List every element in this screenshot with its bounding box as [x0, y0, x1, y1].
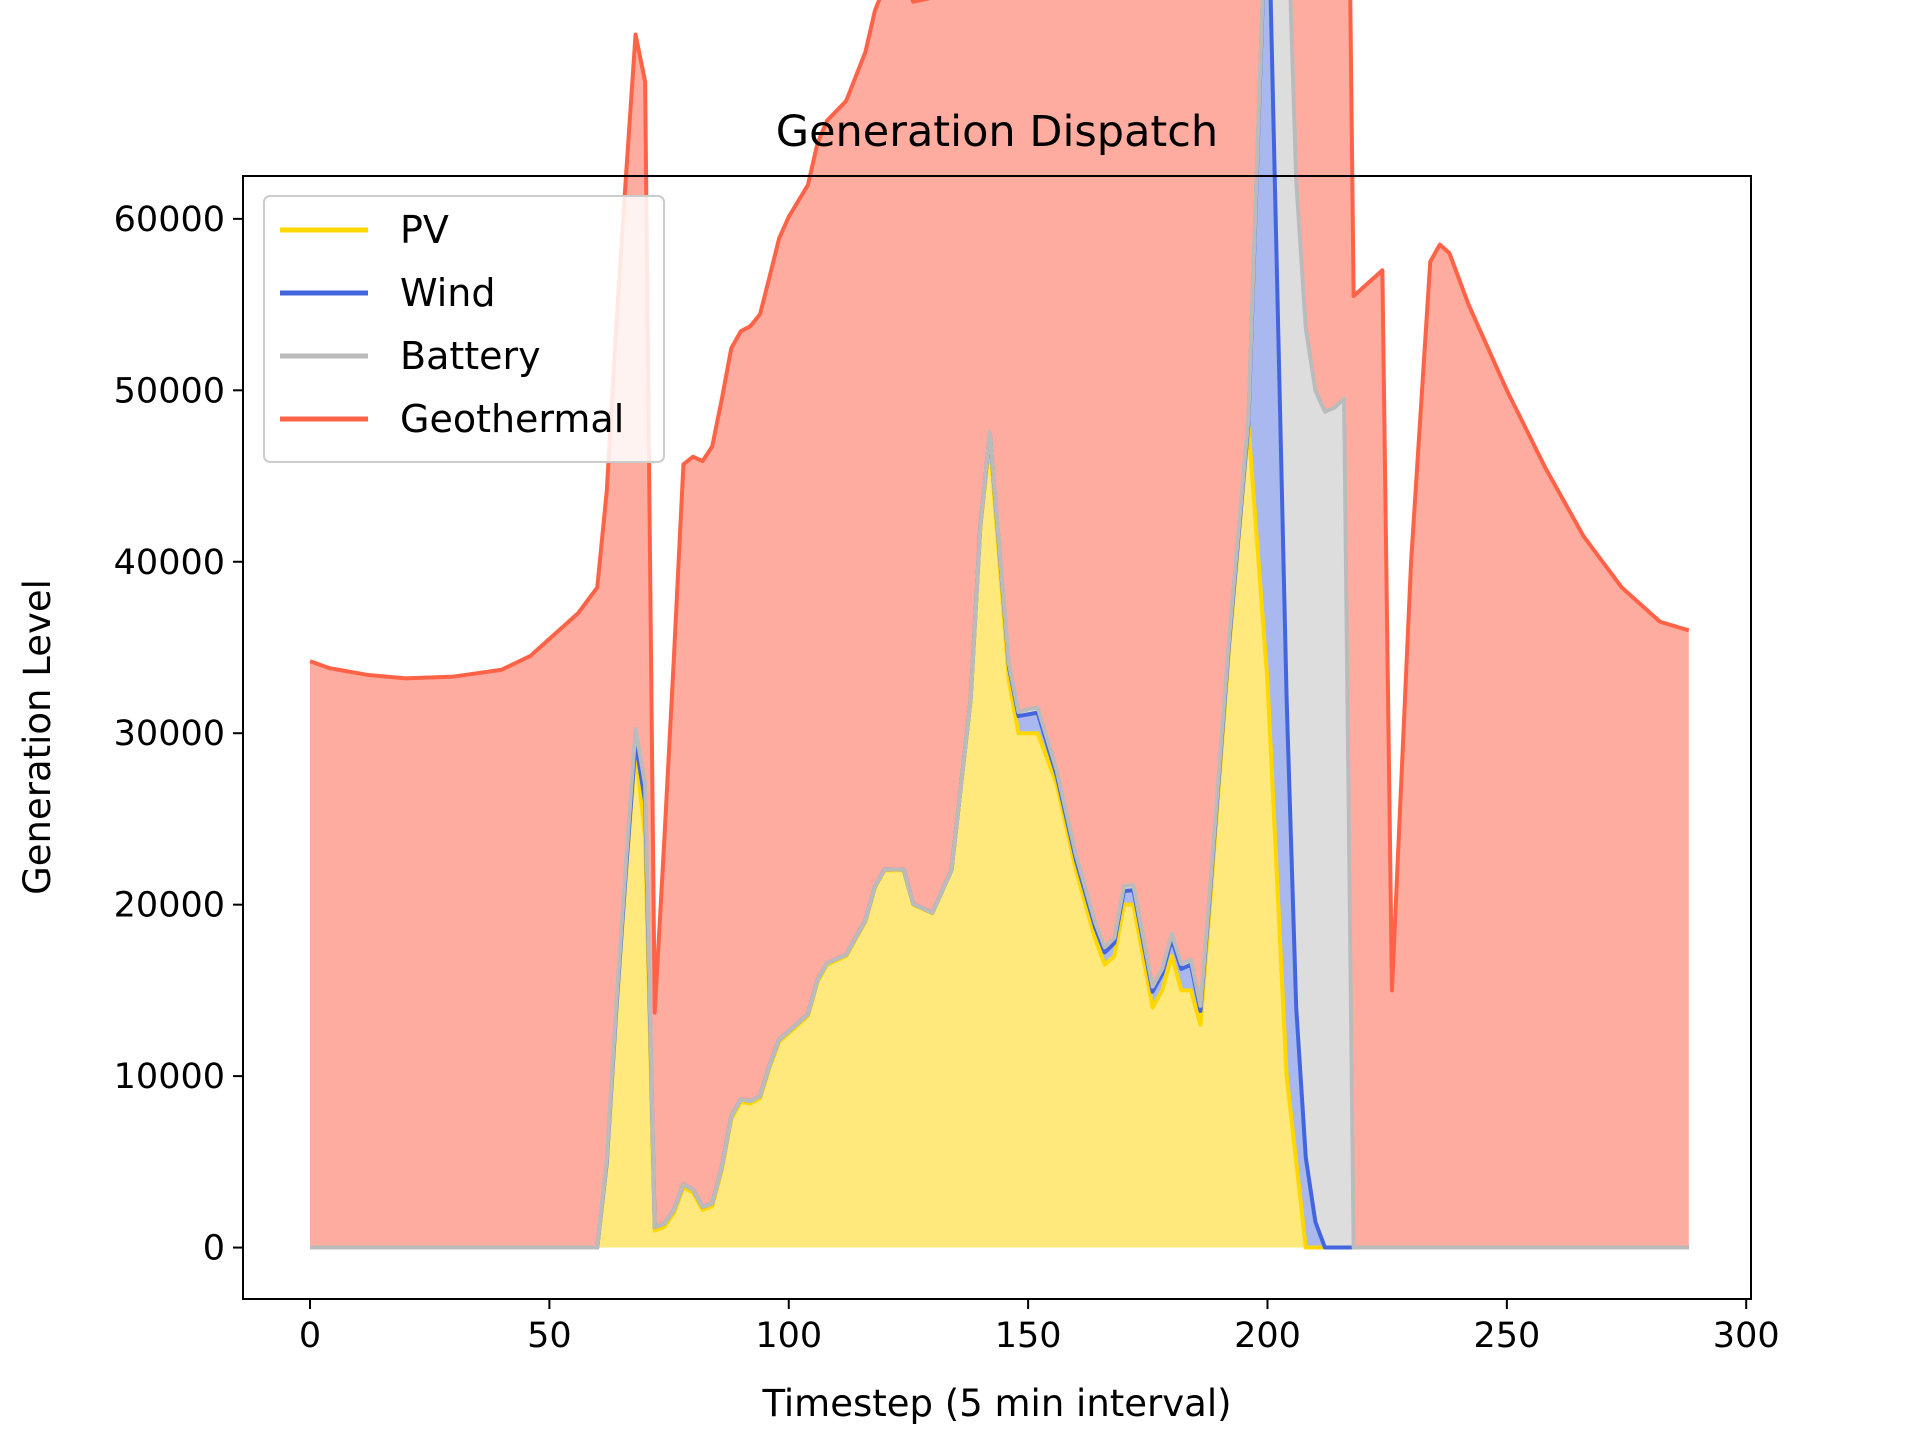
- x-tick-label: 50: [527, 1316, 572, 1356]
- y-tick-label: 40000: [114, 543, 225, 583]
- series-line-geothermal: [309, 0, 1690, 1015]
- plot-frame: [242, 175, 1752, 1300]
- x-tick-label: 150: [995, 1316, 1062, 1356]
- area-fills: [310, 0, 1689, 1248]
- series-lines: [309, 0, 1690, 1250]
- legend-label-geothermal: Geothermal: [400, 397, 624, 441]
- x-axis-label: Timestep (5 min interval): [761, 1382, 1231, 1425]
- legend-label-pv: PV: [400, 208, 449, 252]
- x-tick-label: 0: [299, 1316, 321, 1356]
- y-tick-label: 30000: [114, 714, 225, 754]
- x-tick-label: 100: [755, 1316, 822, 1356]
- legend: PV Wind Battery Geothermal: [263, 195, 665, 463]
- x-axis: 0 50 100 150 200 250 300: [299, 1299, 1780, 1356]
- legend-box: [263, 195, 665, 463]
- y-tick-label: 10000: [114, 1057, 225, 1097]
- y-tick-label: 50000: [114, 371, 225, 411]
- area-geothermal: [310, 0, 1689, 1248]
- series-line-battery: [310, 0, 1689, 1250]
- area-pv: [310, 424, 1689, 1248]
- y-axis: 0 10000 20000 30000 40000 50000 60000: [114, 200, 243, 1269]
- y-axis-label: Generation Level: [16, 579, 59, 895]
- x-tick-label: 200: [1234, 1316, 1301, 1356]
- y-tick-label: 60000: [114, 200, 225, 240]
- legend-label-battery: Battery: [400, 334, 541, 378]
- x-tick-label: 250: [1473, 1316, 1540, 1356]
- area-battery: [310, 0, 1689, 1248]
- y-tick-label: 0: [203, 1229, 225, 1269]
- chart-title: Generation Dispatch: [776, 107, 1218, 157]
- y-tick-label: 20000: [114, 886, 225, 926]
- x-tick-label: 300: [1713, 1316, 1780, 1356]
- legend-label-wind: Wind: [400, 271, 496, 315]
